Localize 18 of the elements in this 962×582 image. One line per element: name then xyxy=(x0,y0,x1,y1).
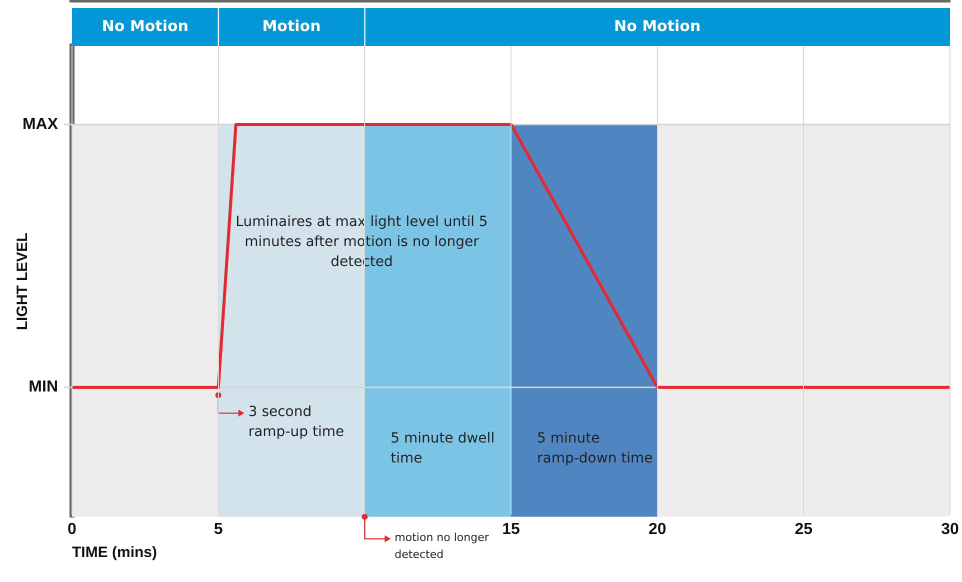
x-axis-title: TIME (mins) xyxy=(72,544,157,562)
annotation: 3 second ramp-up time xyxy=(248,404,344,440)
band-label: 5 minute ramp-down time xyxy=(537,430,653,466)
y-axis-title: LIGHT LEVEL xyxy=(14,232,32,330)
text: No Motion xyxy=(102,16,188,35)
x-tick-label: 15 xyxy=(502,520,520,538)
annotation: motion no longer detected xyxy=(394,531,490,562)
ref-line-label: MAX xyxy=(22,116,58,133)
text: No Motion xyxy=(614,16,701,35)
ref-line-label: MIN xyxy=(28,378,58,396)
x-tick-label: 0 xyxy=(68,520,77,538)
annotation: Luminaires at max light level until 5 minutes after motion is no longer detected xyxy=(236,214,488,270)
band-label: 5 minute dwell time xyxy=(390,430,495,466)
x-tick-label: 5 xyxy=(214,520,223,538)
x-tick-label: 30 xyxy=(941,520,959,538)
x-tick-label: 20 xyxy=(648,520,666,538)
text: Motion xyxy=(262,16,321,35)
x-tick-label: 25 xyxy=(794,520,813,538)
